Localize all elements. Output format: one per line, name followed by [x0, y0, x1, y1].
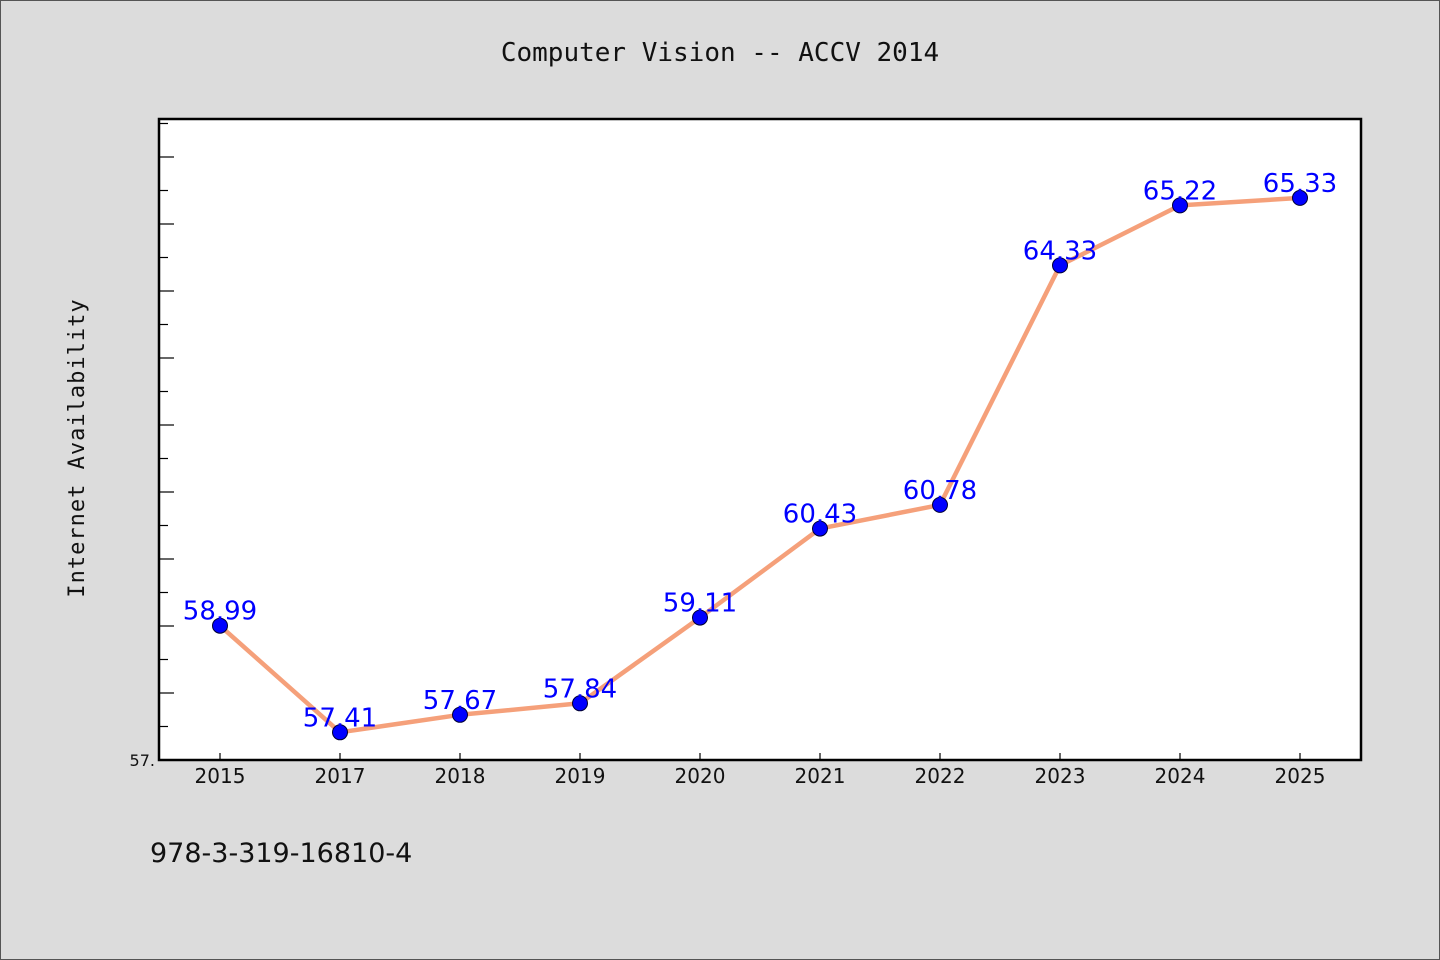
chart-title: Computer Vision -- ACCV 2014 [501, 38, 939, 68]
data-label: 65.22 [1143, 176, 1217, 206]
x-tick-label: 2019 [555, 764, 606, 788]
plot-area [157, 117, 1363, 762]
x-tick-label: 2024 [1155, 764, 1206, 788]
data-label: 65.33 [1263, 169, 1337, 199]
data-point [1292, 189, 1308, 206]
data-label: 57.84 [543, 674, 617, 704]
data-label: 57.67 [423, 686, 497, 716]
data-point [692, 609, 708, 626]
data-point [812, 520, 828, 537]
data-point [1172, 197, 1188, 214]
x-tick-label: 2022 [915, 764, 966, 788]
data-point [1052, 257, 1068, 274]
data-markers [212, 189, 1308, 741]
data-label: 57.41 [303, 703, 377, 733]
data-point [332, 724, 348, 741]
data-point [572, 695, 588, 712]
x-tick-label: 2017 [315, 764, 366, 788]
data-label: 60.78 [903, 476, 977, 506]
x-tick-label: 2021 [795, 764, 846, 788]
data-label: 59.11 [663, 589, 737, 619]
x-tick-label: 2015 [195, 764, 246, 788]
data-label: 64.33 [1023, 236, 1097, 266]
x-tick-label: 2023 [1035, 764, 1086, 788]
x-tick-label: 2020 [675, 764, 726, 788]
y-axis-label: Internet Availability [65, 298, 90, 597]
footnote-isbn: 978-3-319-16810-4 [150, 838, 412, 869]
x-axis-ticks: 2015 2017 2018 2019 2020 2021 2022 2023 2024 2025 [195, 753, 1326, 788]
data-point [212, 617, 228, 634]
x-tick-label: 2025 [1275, 764, 1326, 788]
x-tick-label: 2018 [435, 764, 486, 788]
y-axis-ticks: 57. [130, 122, 174, 770]
data-point [932, 496, 948, 513]
series-line [217, 195, 1303, 735]
data-label: 60.43 [783, 500, 857, 530]
data-label: 58.99 [183, 597, 257, 627]
data-labels: 58.99 57.41 57.67 57.84 59.11 60.43 60.78 64.33… [183, 169, 1337, 733]
data-point [452, 706, 468, 723]
y-tick-label: 57. [130, 751, 155, 770]
